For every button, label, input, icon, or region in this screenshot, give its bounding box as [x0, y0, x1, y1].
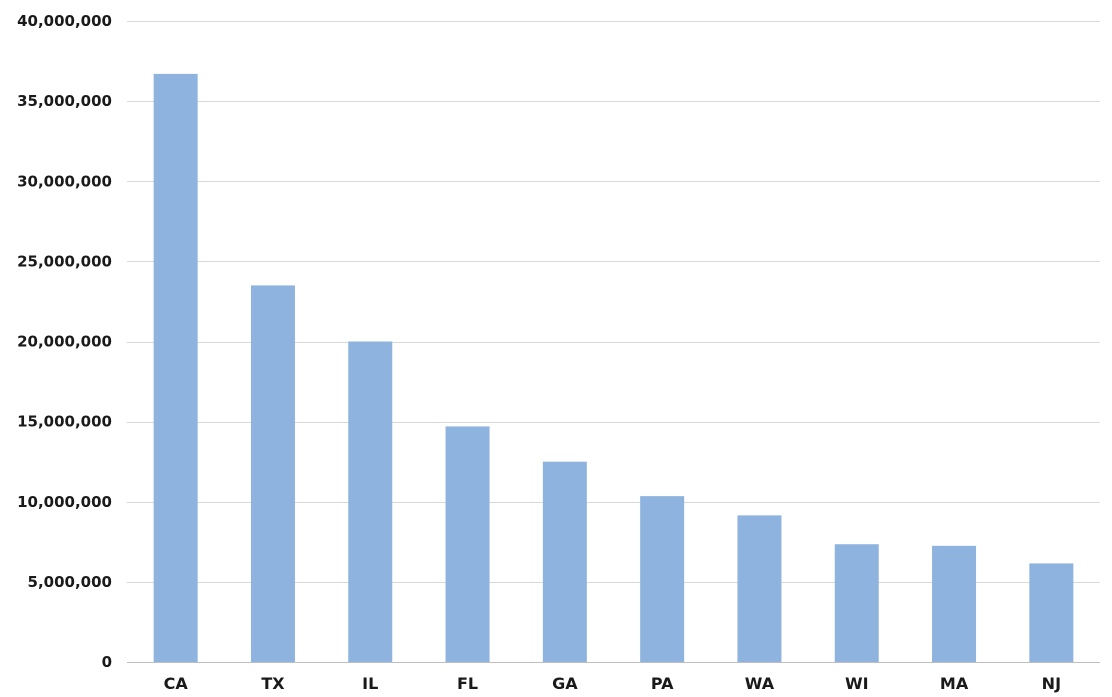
y-tick-label: 35,000,000 — [17, 92, 112, 110]
x-tick-label: GA — [552, 674, 578, 693]
x-tick-label: IL — [362, 674, 378, 693]
x-tick-label: CA — [164, 674, 189, 693]
y-tick-label: 40,000,000 — [17, 12, 112, 30]
x-tick-label: MA — [940, 674, 969, 693]
x-axis-tick-labels: CA TX IL FL GA PA WA WI MA NJ — [164, 674, 1061, 693]
x-tick-label: PA — [651, 674, 674, 693]
y-tick-label: 30,000,000 — [17, 172, 112, 190]
x-tick-label: WI — [845, 674, 869, 693]
bar-ca — [153, 73, 198, 662]
bar-ga — [542, 461, 587, 662]
bar-fl — [445, 426, 490, 662]
bar-il — [348, 341, 393, 662]
bars — [153, 73, 1074, 662]
y-tick-label: 25,000,000 — [17, 252, 112, 270]
bar-tx — [250, 285, 295, 662]
y-tick-label: 20,000,000 — [17, 333, 112, 351]
bar-nj — [1029, 563, 1074, 662]
y-tick-label: 15,000,000 — [17, 413, 112, 431]
bar-ma — [932, 545, 977, 662]
bar-wi — [834, 544, 879, 662]
x-tick-label: WA — [745, 674, 775, 693]
x-tick-label: FL — [457, 674, 478, 693]
y-axis-tick-labels: 0 5,000,000 10,000,000 15,000,000 20,000,000… — [17, 12, 112, 671]
y-tick-label: 10,000,000 — [17, 493, 112, 511]
x-tick-label: NJ — [1042, 674, 1061, 693]
y-tick-label: 0 — [102, 653, 112, 671]
bar-wa — [737, 515, 782, 662]
bar-pa — [640, 496, 685, 662]
x-tick-label: TX — [261, 674, 285, 693]
y-tick-label: 5,000,000 — [28, 573, 112, 591]
